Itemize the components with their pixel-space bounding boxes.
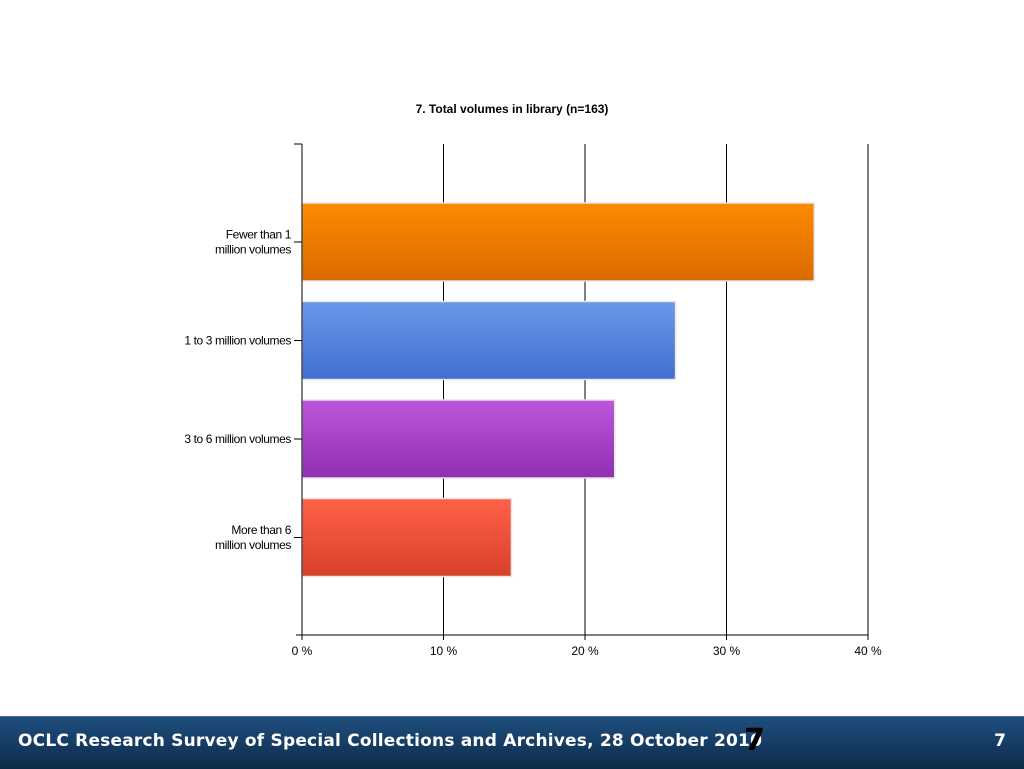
footer-bar: OCLC Research Survey of Special Collecti…: [0, 716, 1024, 769]
x-tick-label: 0 %: [292, 644, 313, 658]
x-tick-label: 20 %: [571, 644, 599, 658]
bar-0: [301, 202, 815, 282]
page-number: 7: [994, 731, 1006, 751]
category-label: 1 to 3 million volumes: [184, 334, 291, 348]
category-label: million volumes: [215, 538, 291, 552]
category-label: Fewer than 1: [226, 228, 292, 242]
bar-1: [301, 300, 677, 381]
chart-title: 7. Total volumes in library (n=163): [416, 102, 609, 116]
category-label: million volumes: [215, 243, 291, 257]
footer-title: OCLC Research Survey of Special Collecti…: [18, 731, 763, 751]
bar-2: [301, 399, 616, 479]
x-tick-label: 40 %: [854, 644, 882, 658]
category-label: More than 6: [231, 523, 291, 537]
axes: [294, 143, 869, 640]
footer-logo-number: 7: [744, 723, 765, 758]
x-tick-label: 30 %: [713, 644, 741, 658]
bar-chart: 7. Total volumes in library (n=163) Fewe…: [184, 102, 882, 658]
bars: [301, 202, 815, 578]
x-tick-label: 10 %: [430, 644, 458, 658]
x-tick-labels: 0 % 10 % 20 % 30 % 40 %: [292, 644, 882, 658]
category-label: 3 to 6 million volumes: [184, 432, 291, 446]
bar-3: [301, 497, 513, 578]
